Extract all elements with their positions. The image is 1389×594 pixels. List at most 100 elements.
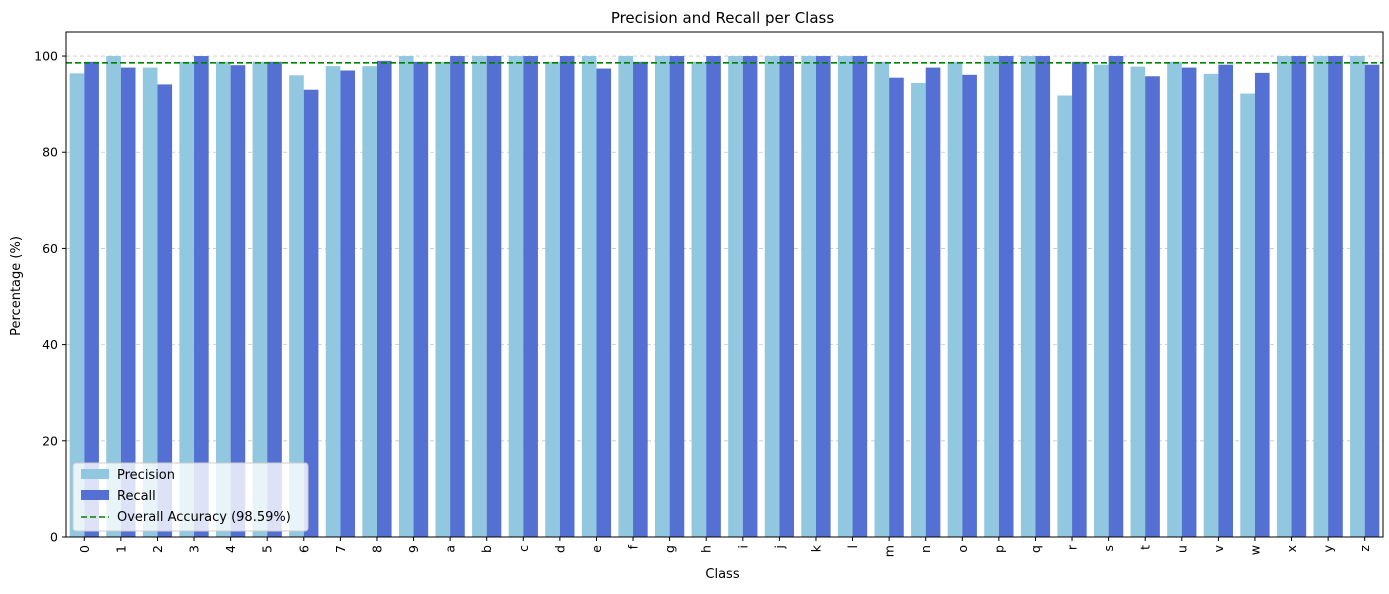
bar-precision-t — [1130, 66, 1146, 537]
bar-recall-d — [559, 56, 575, 538]
x-tick-label: 1 — [113, 545, 128, 553]
bar-recall-z — [1364, 64, 1380, 537]
bar-precision-m — [874, 61, 890, 538]
bar-recall-g — [669, 56, 685, 538]
bar-recall-3 — [194, 56, 209, 538]
legend-label-accuracy: Overall Accuracy (98.59%) — [117, 510, 291, 525]
x-tick-label: s — [1101, 545, 1116, 552]
x-tick-label: y — [1321, 544, 1336, 552]
bar-recall-y — [1328, 56, 1343, 538]
bar-recall-6 — [303, 89, 319, 537]
bar-recall-5 — [267, 61, 282, 538]
bar-precision-8 — [362, 66, 377, 538]
legend-label-recall: Recall — [117, 489, 156, 504]
bar-precision-z — [1350, 56, 1365, 538]
x-tick-label: e — [589, 545, 604, 553]
x-tick-label: w — [1247, 545, 1262, 555]
bar-recall-b — [486, 56, 502, 538]
y-tick-label: 0 — [50, 530, 58, 545]
chart-title: Precision and Recall per Class — [611, 9, 835, 27]
legend-label-precision: Precision — [117, 468, 175, 483]
bars-layer — [69, 56, 1380, 538]
bar-precision-u — [1167, 61, 1182, 538]
x-tick-label: 2 — [150, 545, 165, 553]
bar-recall-v — [1218, 64, 1234, 537]
legend: Precision Recall Overall Accuracy (98.59%) — [72, 462, 309, 532]
x-tick-label: c — [516, 545, 531, 552]
bar-precision-a — [435, 61, 451, 538]
bar-precision-b — [472, 56, 487, 538]
axes-layer: 0 20 40 60 80 100 0 1 2 3 4 5 6 7 8 9 a b c d e f g h i j k l m n o p q r… — [34, 31, 1384, 557]
y-tick-label: 40 — [42, 337, 58, 352]
x-tick-label: g — [662, 545, 677, 553]
legend-swatch-precision — [81, 469, 109, 479]
bar-precision-s — [1093, 64, 1109, 537]
bar-precision-2 — [142, 67, 158, 537]
y-axis-label: Percentage (%) — [9, 236, 24, 336]
y-tick-label: 60 — [42, 241, 58, 256]
x-tick-label: r — [1065, 544, 1080, 550]
bar-recall-i — [742, 56, 758, 538]
x-tick-label: a — [443, 545, 458, 553]
x-tick-label: 5 — [260, 545, 275, 553]
bar-precision-6 — [289, 75, 304, 538]
x-tick-label: 3 — [187, 545, 202, 553]
x-tick-label: o — [955, 545, 970, 553]
x-tick-label: t — [1138, 545, 1153, 550]
bar-recall-m — [889, 77, 904, 537]
bar-recall-k — [815, 56, 831, 538]
bar-precision-4 — [215, 61, 231, 538]
y-tick-label: 20 — [42, 433, 58, 448]
bar-precision-l — [837, 56, 853, 538]
bar-recall-8 — [376, 60, 392, 537]
legend-swatch-recall — [81, 490, 109, 500]
bar-precision-x — [1276, 56, 1292, 538]
y-tick-label: 100 — [34, 49, 58, 64]
x-tick-label: v — [1211, 544, 1226, 552]
bar-recall-h — [706, 56, 721, 538]
bar-recall-t — [1145, 76, 1160, 537]
bar-precision-5 — [252, 61, 268, 538]
bar-precision-7 — [325, 66, 341, 538]
bar-recall-o — [962, 74, 977, 538]
bar-precision-0 — [69, 73, 85, 537]
bar-recall-f — [633, 61, 648, 538]
bar-precision-i — [728, 56, 743, 538]
bar-recall-l — [852, 56, 868, 538]
bar-recall-w — [1254, 72, 1270, 537]
bar-precision-r — [1057, 95, 1073, 537]
bar-recall-x — [1291, 56, 1307, 538]
bar-recall-p — [998, 56, 1014, 538]
x-tick-label: i — [735, 545, 750, 548]
x-tick-label: q — [1028, 545, 1043, 553]
x-tick-label: p — [991, 545, 1006, 553]
bar-recall-9 — [413, 61, 429, 538]
x-tick-label: k — [808, 544, 823, 552]
x-tick-label: 9 — [406, 545, 421, 553]
x-tick-label: u — [1174, 545, 1189, 553]
bar-recall-c — [523, 56, 538, 538]
x-tick-label: 8 — [369, 545, 384, 553]
bar-precision-v — [1203, 73, 1219, 537]
x-tick-label: 6 — [296, 545, 311, 553]
plot-frame — [65, 31, 1384, 538]
bar-precision-f — [618, 56, 634, 538]
x-tick-label: 7 — [333, 545, 348, 553]
bar-recall-j — [779, 56, 795, 538]
x-tick-label: n — [918, 545, 933, 553]
bar-precision-y — [1313, 56, 1329, 538]
bar-recall-s — [1108, 56, 1124, 538]
bar-recall-4 — [230, 65, 246, 537]
legend-box — [72, 462, 309, 532]
bar-recall-e — [596, 68, 612, 538]
bar-recall-a — [450, 56, 465, 538]
x-tick-label: f — [626, 544, 641, 549]
bar-precision-c — [508, 56, 524, 538]
x-tick-label: d — [552, 545, 567, 553]
bar-precision-o — [947, 61, 963, 538]
bar-recall-r — [1072, 61, 1087, 538]
bar-precision-n — [911, 82, 926, 537]
bar-recall-u — [1181, 67, 1197, 537]
